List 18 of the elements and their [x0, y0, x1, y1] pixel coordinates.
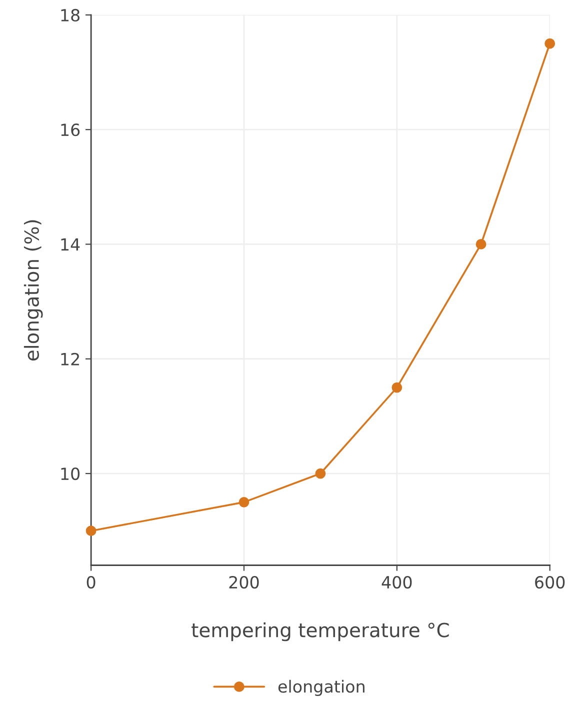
y-tick-label: 12	[61, 352, 79, 366]
y-tick-label: 14	[61, 238, 80, 251]
point	[392, 382, 402, 393]
point	[86, 526, 96, 536]
point	[238, 496, 250, 508]
x-tick-label: 200	[229, 576, 259, 589]
y-tick-label: 16	[61, 124, 80, 136]
x-tick-label: 600	[535, 576, 565, 589]
y-tick-label: 10	[61, 467, 80, 480]
point	[544, 38, 556, 49]
point	[476, 239, 486, 250]
x-tick-label: 0	[86, 576, 96, 589]
y-axis-title: elongation (%)	[24, 220, 43, 360]
x-tick-label: 400	[382, 576, 412, 589]
legend-label: elongation	[278, 680, 364, 696]
point	[315, 468, 326, 479]
y-tick-label: 18	[61, 8, 80, 22]
x-axis-title: tempering temperature °C	[192, 622, 449, 642]
